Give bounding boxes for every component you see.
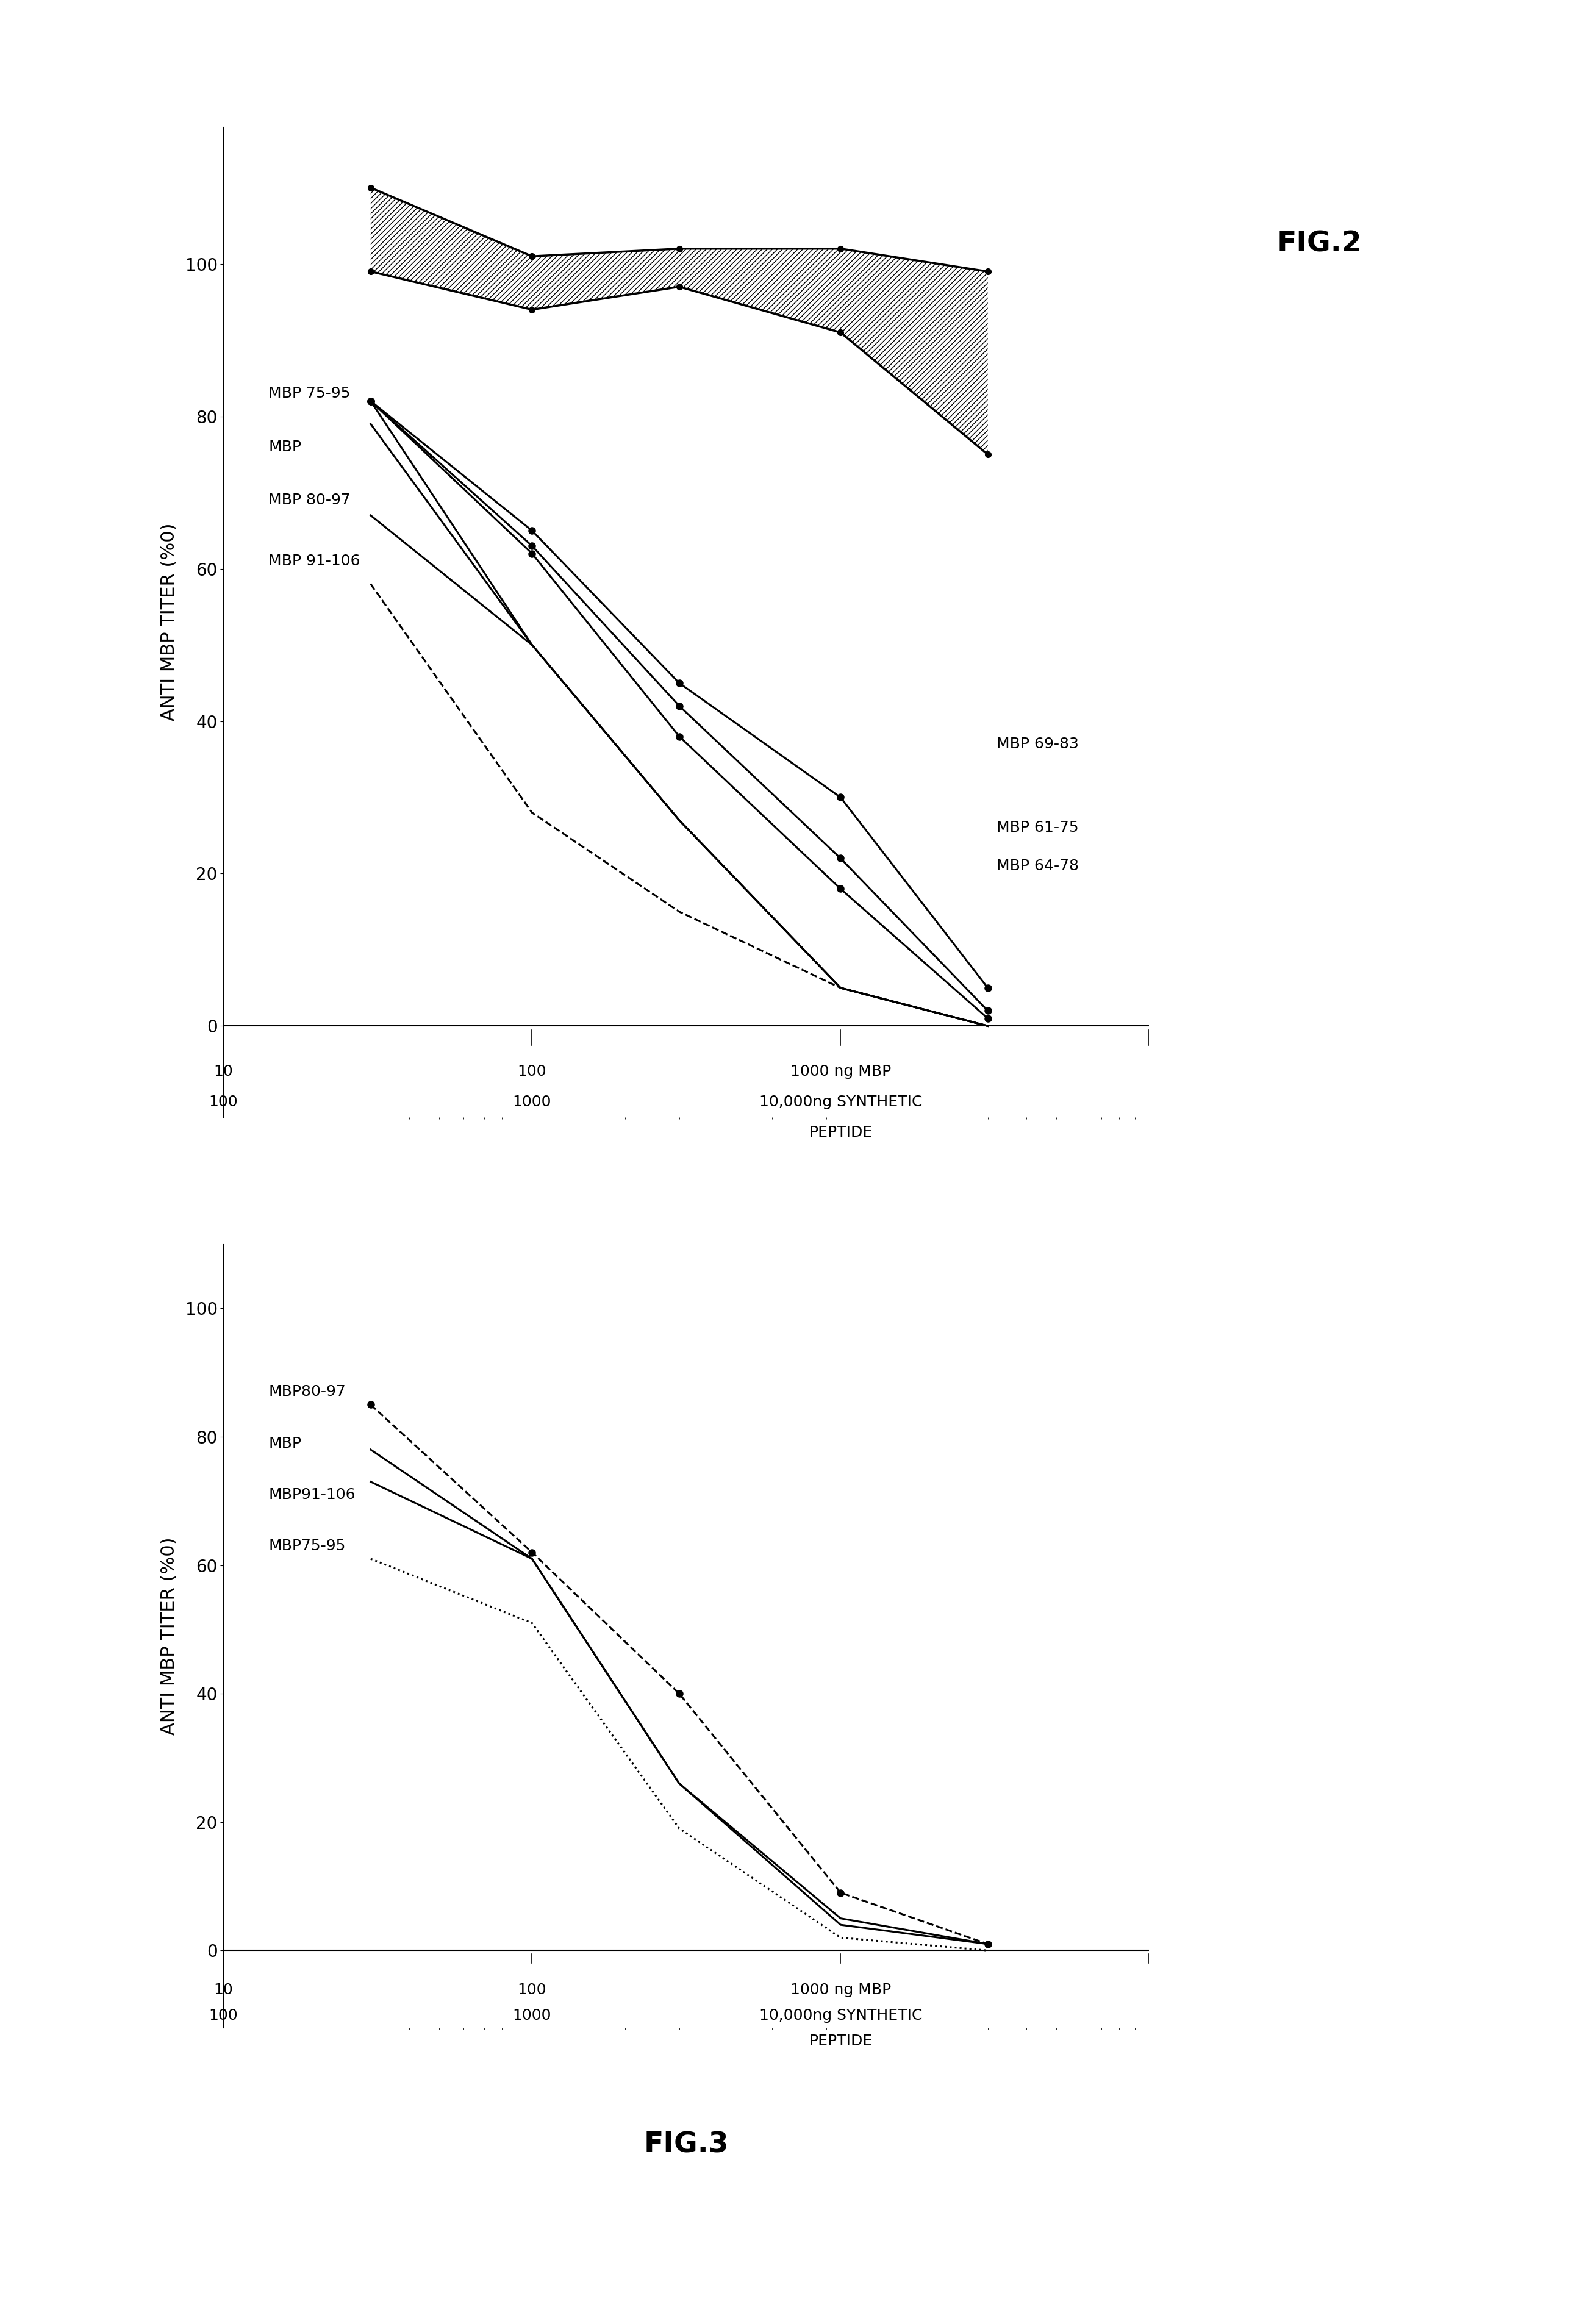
Text: 10: 10	[214, 1981, 233, 1998]
Text: MBP 75-95: MBP 75-95	[268, 387, 351, 401]
Text: MBP 69-83: MBP 69-83	[996, 737, 1079, 751]
Text: 100: 100	[209, 1094, 238, 1108]
Y-axis label: ANTI MBP TITER (%0): ANTI MBP TITER (%0)	[161, 523, 179, 721]
Text: 10,000ng SYNTHETIC: 10,000ng SYNTHETIC	[760, 1094, 922, 1108]
Text: 1000: 1000	[512, 1094, 551, 1108]
Text: MBP80-97: MBP80-97	[268, 1385, 346, 1399]
Text: MBP 64-78: MBP 64-78	[996, 859, 1079, 873]
Text: 10: 10	[214, 1064, 233, 1078]
Text: FIG.2: FIG.2	[1277, 230, 1361, 258]
Text: 1000 ng MBP: 1000 ng MBP	[790, 1981, 891, 1998]
Text: FIG.3: FIG.3	[643, 2131, 729, 2159]
Text: MBP91-106: MBP91-106	[268, 1488, 356, 1502]
Text: MBP 91-106: MBP 91-106	[268, 553, 361, 569]
Text: MBP: MBP	[268, 440, 302, 454]
Y-axis label: ANTI MBP TITER (%0): ANTI MBP TITER (%0)	[161, 1537, 179, 1735]
Text: 1000: 1000	[512, 2009, 551, 2023]
Text: MBP75-95: MBP75-95	[268, 1539, 346, 1553]
Text: MBP 61-75: MBP 61-75	[996, 820, 1079, 834]
Text: 10,000ng SYNTHETIC: 10,000ng SYNTHETIC	[760, 2009, 922, 2023]
Text: PEPTIDE: PEPTIDE	[809, 2034, 873, 2048]
Text: MBP: MBP	[268, 1435, 302, 1452]
Text: 100: 100	[517, 1064, 546, 1078]
Text: 1000 ng MBP: 1000 ng MBP	[790, 1064, 891, 1078]
Text: MBP 80-97: MBP 80-97	[268, 493, 351, 507]
Text: PEPTIDE: PEPTIDE	[809, 1124, 873, 1140]
Text: 100: 100	[209, 2009, 238, 2023]
Text: 100: 100	[517, 1981, 546, 1998]
